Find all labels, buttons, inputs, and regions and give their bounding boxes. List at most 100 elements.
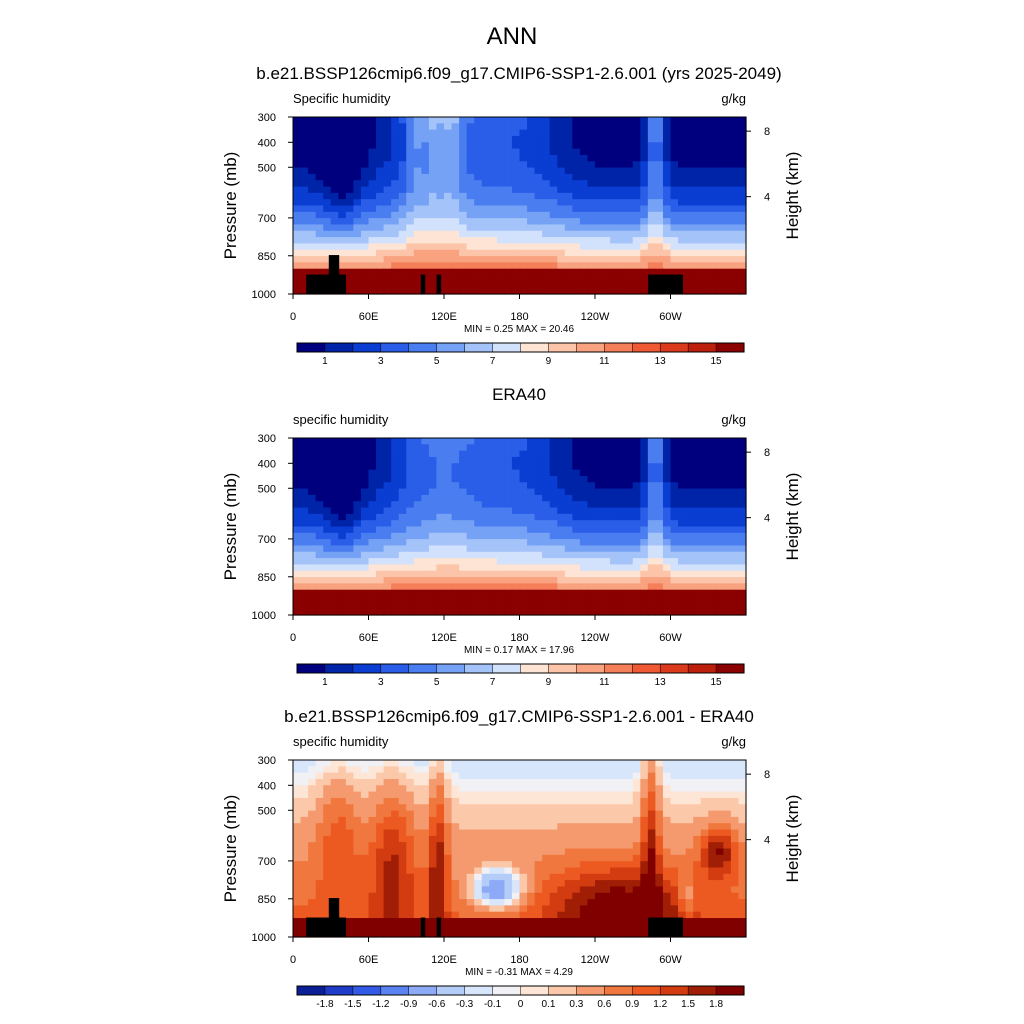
contour-cell	[715, 589, 724, 597]
contour-cell	[685, 230, 694, 238]
contour-cell	[617, 262, 626, 270]
contour-cell	[459, 545, 468, 553]
contour-cell	[549, 545, 558, 553]
contour-cell	[436, 224, 445, 232]
contour-cell	[451, 873, 460, 881]
contour-cell	[730, 520, 740, 528]
contour-cell	[595, 570, 604, 578]
contour-cell	[511, 463, 521, 471]
contour-cell	[489, 167, 498, 175]
contour-cell	[383, 551, 392, 559]
contour-cell	[383, 873, 392, 881]
contour-cell	[542, 230, 551, 238]
contour-cell	[489, 444, 498, 452]
contour-cell	[474, 275, 483, 282]
contour-cell	[625, 287, 634, 295]
contour-cell	[293, 488, 302, 496]
contour-cell	[504, 469, 513, 477]
contour-cell	[338, 867, 347, 875]
contour-cell	[693, 760, 702, 767]
contour-cell	[376, 249, 385, 257]
contour-cell	[564, 797, 573, 805]
contour-cell	[693, 848, 702, 856]
contour-cell	[436, 892, 445, 900]
contour-cell	[315, 123, 324, 131]
contour-cell	[330, 117, 339, 124]
contour-cell	[323, 558, 332, 566]
contour-cell	[376, 602, 385, 610]
contour-cell	[617, 577, 626, 584]
contour-cell	[647, 785, 656, 793]
contour-cell	[685, 180, 694, 188]
contour-cell	[421, 577, 430, 584]
contour-cell	[542, 123, 551, 131]
contour-cell	[413, 596, 422, 603]
contour-cell	[534, 275, 543, 282]
contour-cell	[738, 463, 747, 471]
contour-cell	[610, 281, 619, 289]
contour-cell	[625, 513, 634, 521]
contour-cell	[383, 444, 392, 452]
contour-cell	[368, 173, 377, 181]
contour-cell	[534, 583, 543, 591]
contour-cell	[323, 608, 332, 616]
contour-cell	[300, 494, 309, 502]
contour-cell	[459, 192, 468, 200]
contour-cell	[391, 551, 400, 559]
contour-cell	[481, 892, 490, 900]
contour-cell	[647, 816, 656, 824]
contour-cell	[391, 835, 400, 843]
contour-cell	[549, 778, 558, 786]
contour-cell	[360, 596, 370, 603]
contour-cell	[595, 854, 604, 862]
contour-cell	[542, 135, 551, 143]
contour-cell	[708, 583, 717, 591]
contour-cell	[708, 507, 717, 515]
contour-cell	[413, 154, 422, 162]
contour-cell	[308, 135, 317, 143]
contour-cell	[504, 854, 513, 862]
colorbar-swatch	[352, 663, 382, 674]
contour-cell	[549, 268, 558, 276]
contour-cell	[519, 570, 528, 578]
contour-cell	[391, 211, 400, 219]
contour-cell	[300, 450, 309, 458]
contour-cell	[693, 873, 702, 881]
contour-cell	[738, 167, 747, 175]
contour-cell	[534, 249, 543, 257]
contour-cell	[345, 237, 354, 245]
contour-cell	[496, 873, 505, 881]
contour-cell	[315, 892, 324, 900]
contour-cell	[466, 501, 475, 509]
contour-cell	[685, 475, 694, 483]
contour-cell	[504, 275, 513, 282]
contour-cell	[662, 463, 672, 471]
contour-cell	[534, 861, 543, 869]
contour-cell	[308, 570, 317, 578]
contour-cell	[738, 785, 747, 793]
contour-cell	[632, 237, 641, 245]
contour-cell	[315, 262, 324, 270]
contour-cell	[428, 456, 438, 464]
contour-cell	[345, 438, 354, 445]
contour-cell	[700, 520, 709, 528]
contour-cell	[610, 911, 619, 919]
contour-cell	[406, 570, 415, 578]
contour-cell	[632, 766, 641, 774]
contour-cell	[323, 469, 332, 477]
contour-cell	[391, 564, 400, 572]
contour-cell	[466, 117, 475, 124]
contour-cell	[511, 785, 521, 793]
contour-cell	[360, 835, 370, 843]
contour-cell	[587, 778, 596, 786]
contour-cell	[421, 129, 430, 137]
contour-cell	[685, 142, 694, 150]
contour-cell	[466, 886, 475, 894]
units-label: g/kg	[721, 734, 746, 749]
contour-cell	[564, 243, 573, 251]
contour-cell	[549, 861, 558, 869]
contour-cell	[527, 785, 536, 793]
contour-cell	[708, 899, 717, 906]
contour-cell	[723, 778, 732, 786]
contour-cell	[549, 475, 558, 483]
